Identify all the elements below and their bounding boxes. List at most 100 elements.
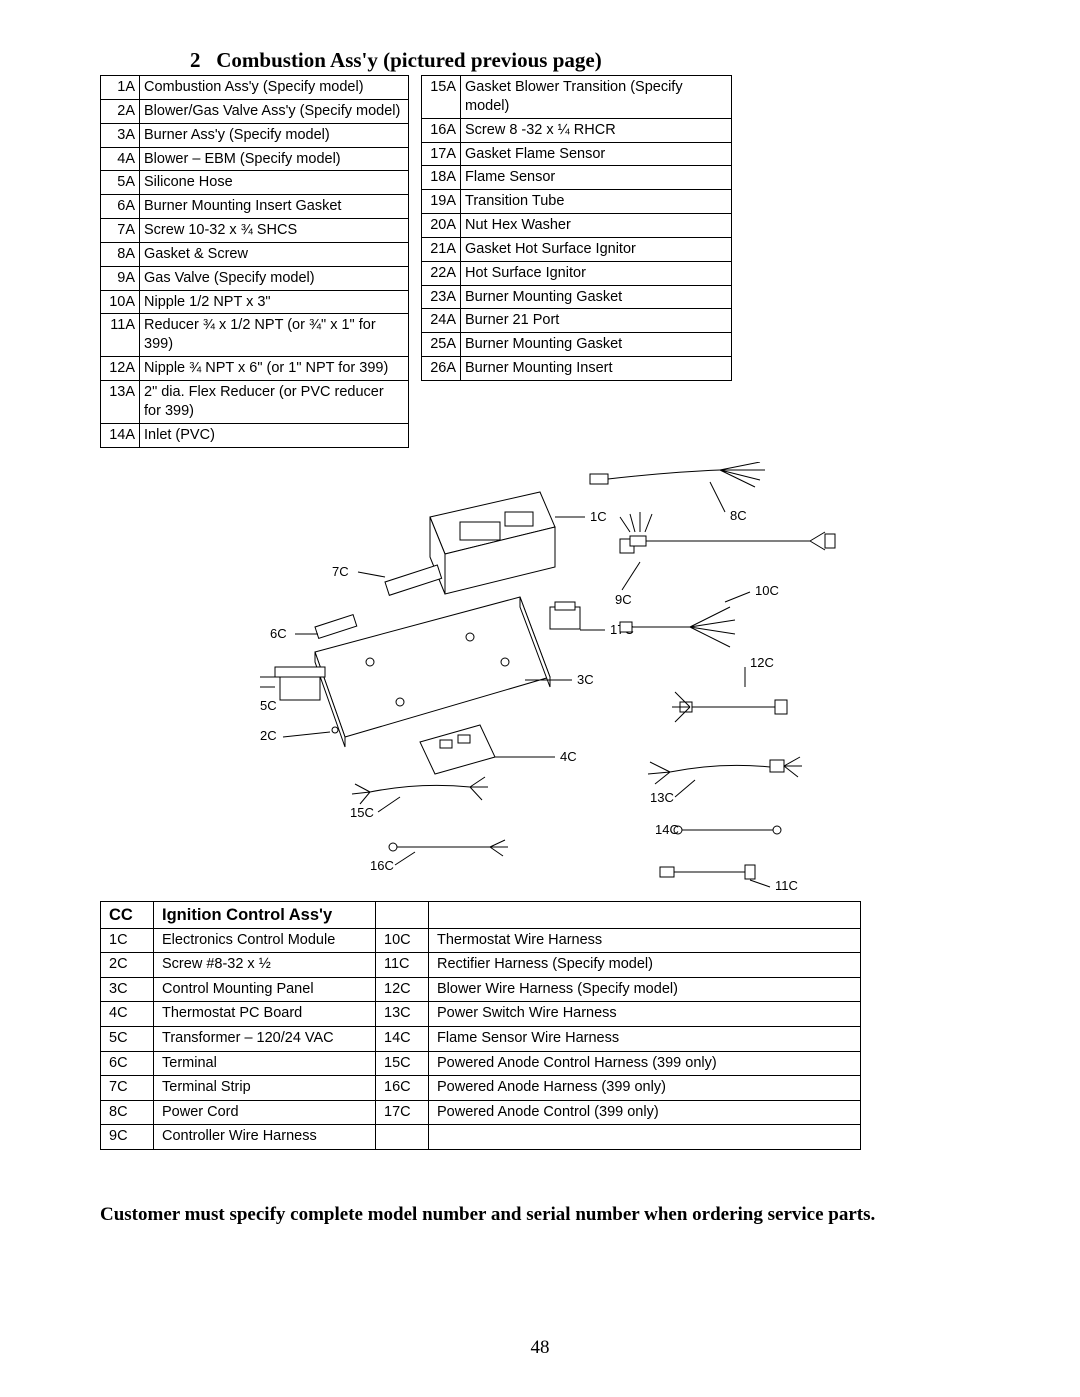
part-desc: Inlet (PVC): [140, 423, 409, 447]
lbl-10c: 10C: [755, 583, 779, 598]
part-desc: Gasket Blower Transition (Specify model): [461, 76, 732, 119]
table-row: 4ABlower – EBM (Specify model): [101, 147, 409, 171]
part-id: 6C: [101, 1051, 154, 1076]
part-id: 24A: [422, 309, 461, 333]
part-id: 7C: [101, 1076, 154, 1101]
part-id: 6A: [101, 195, 140, 219]
part-desc: Blower – EBM (Specify model): [140, 147, 409, 171]
part-id: 15C: [376, 1051, 429, 1076]
ignition-header-row: CC Ignition Control Ass'y: [101, 901, 861, 928]
part-id: 12C: [376, 977, 429, 1002]
section2-text: Combustion Ass'y (pictured previous page…: [216, 48, 601, 72]
part-desc: Blower Wire Harness (Specify model): [429, 977, 861, 1002]
table-row: 21AGasket Hot Surface Ignitor: [422, 237, 732, 261]
table-row: 14AInlet (PVC): [101, 423, 409, 447]
part-id: 11C: [376, 953, 429, 978]
part-id: 8A: [101, 242, 140, 266]
part-desc: Flame Sensor Wire Harness: [429, 1027, 861, 1052]
part-desc: Burner Mounting Gasket: [461, 333, 732, 357]
part-id: 17C: [376, 1100, 429, 1125]
lbl-15c: 15C: [350, 805, 374, 820]
table-row: 10ANipple 1/2 NPT x 3": [101, 290, 409, 314]
table-row: 2ABlower/Gas Valve Ass'y (Specify model): [101, 99, 409, 123]
lbl-6c: 6C: [270, 626, 287, 641]
part-id: 4A: [101, 147, 140, 171]
part-desc: Gasket Flame Sensor: [461, 142, 732, 166]
diagram-svg: 1C 7C 3C 6C: [220, 462, 860, 892]
part-id: 1A: [101, 76, 140, 100]
part-id: [376, 1125, 429, 1150]
part-id: 16A: [422, 118, 461, 142]
part-desc: Power Switch Wire Harness: [429, 1002, 861, 1027]
part-desc: Nipple 1/2 NPT x 3": [140, 290, 409, 314]
part-id: 25A: [422, 333, 461, 357]
lbl-16c: 16C: [370, 858, 394, 873]
part-id: 19A: [422, 190, 461, 214]
part-id: 18A: [422, 166, 461, 190]
section2-title: 2 Combustion Ass'y (pictured previous pa…: [100, 48, 980, 73]
table-row: 3ABurner Ass'y (Specify model): [101, 123, 409, 147]
part-id: 12A: [101, 357, 140, 381]
cc-blank1: [376, 901, 429, 928]
part-desc: Silicone Hose: [140, 171, 409, 195]
ignition-diagram: 1C 7C 3C 6C: [100, 462, 980, 897]
part-id: 1C: [101, 928, 154, 953]
table-row: 5ASilicone Hose: [101, 171, 409, 195]
part-desc: Screw 8 -32 x ¼ RHCR: [461, 118, 732, 142]
table-row: 1CElectronics Control Module10CThermosta…: [101, 928, 861, 953]
table-row: 24ABurner 21 Port: [422, 309, 732, 333]
part-desc: Powered Anode Control Harness (399 only): [429, 1051, 861, 1076]
ignition-table: CC Ignition Control Ass'y 1CElectronics …: [100, 901, 861, 1150]
part-id: 3A: [101, 123, 140, 147]
part-id: 23A: [422, 285, 461, 309]
part-desc: Burner 21 Port: [461, 309, 732, 333]
table-row: 7AScrew 10-32 x ¾ SHCS: [101, 219, 409, 243]
lbl-12c: 12C: [750, 655, 774, 670]
combustion-table-left: 1ACombustion Ass'y (Specify model)2ABlow…: [100, 75, 409, 448]
part-id: 13A: [101, 380, 140, 423]
part-id: 15A: [422, 76, 461, 119]
table-row: 8CPower Cord17CPowered Anode Control (39…: [101, 1100, 861, 1125]
part-desc: Transformer – 120/24 VAC: [154, 1027, 376, 1052]
part-id: 11A: [101, 314, 140, 357]
table-row: 23ABurner Mounting Gasket: [422, 285, 732, 309]
page: 2 Combustion Ass'y (pictured previous pa…: [0, 0, 1080, 1397]
part-desc: Electronics Control Module: [154, 928, 376, 953]
part-id: 14A: [101, 423, 140, 447]
part-desc: Controller Wire Harness: [154, 1125, 376, 1150]
table-row: 26ABurner Mounting Insert: [422, 357, 732, 381]
table-row: 20ANut Hex Washer: [422, 214, 732, 238]
part-id: 10C: [376, 928, 429, 953]
part-desc: Terminal Strip: [154, 1076, 376, 1101]
part-desc: Screw #8-32 x ½: [154, 953, 376, 978]
lbl-9c: 9C: [615, 592, 632, 607]
cc-title: Ignition Control Ass'y: [154, 901, 376, 928]
part-desc: Terminal: [154, 1051, 376, 1076]
table-row: 5CTransformer – 120/24 VAC14CFlame Senso…: [101, 1027, 861, 1052]
lbl-13c: 13C: [650, 790, 674, 805]
page-number: 48: [0, 1337, 1080, 1359]
table-row: 11AReducer ¾ x 1/2 NPT (or ¾" x 1" for 3…: [101, 314, 409, 357]
part-id: 16C: [376, 1076, 429, 1101]
part-desc: Rectifier Harness (Specify model): [429, 953, 861, 978]
part-desc: Gasket Hot Surface Ignitor: [461, 237, 732, 261]
part-id: 13C: [376, 1002, 429, 1027]
lbl-2c: 2C: [260, 728, 277, 743]
part-id: 3C: [101, 977, 154, 1002]
table-row: 4CThermostat PC Board13CPower Switch Wir…: [101, 1002, 861, 1027]
part-desc: Burner Mounting Insert Gasket: [140, 195, 409, 219]
part-desc: Gas Valve (Specify model): [140, 266, 409, 290]
part-desc: Nut Hex Washer: [461, 214, 732, 238]
lbl-5c: 5C: [260, 698, 277, 713]
table-row: 3CControl Mounting Panel12CBlower Wire H…: [101, 977, 861, 1002]
lbl-11c: 11C: [775, 878, 798, 892]
part-id: 20A: [422, 214, 461, 238]
part-desc: Blower/Gas Valve Ass'y (Specify model): [140, 99, 409, 123]
combustion-tables: 1ACombustion Ass'y (Specify model)2ABlow…: [100, 75, 980, 448]
lbl-8c: 8C: [730, 508, 747, 523]
part-id: 10A: [101, 290, 140, 314]
table-row: 1ACombustion Ass'y (Specify model): [101, 76, 409, 100]
table-row: 19ATransition Tube: [422, 190, 732, 214]
part-desc: Burner Mounting Insert: [461, 357, 732, 381]
part-desc: [429, 1125, 861, 1150]
